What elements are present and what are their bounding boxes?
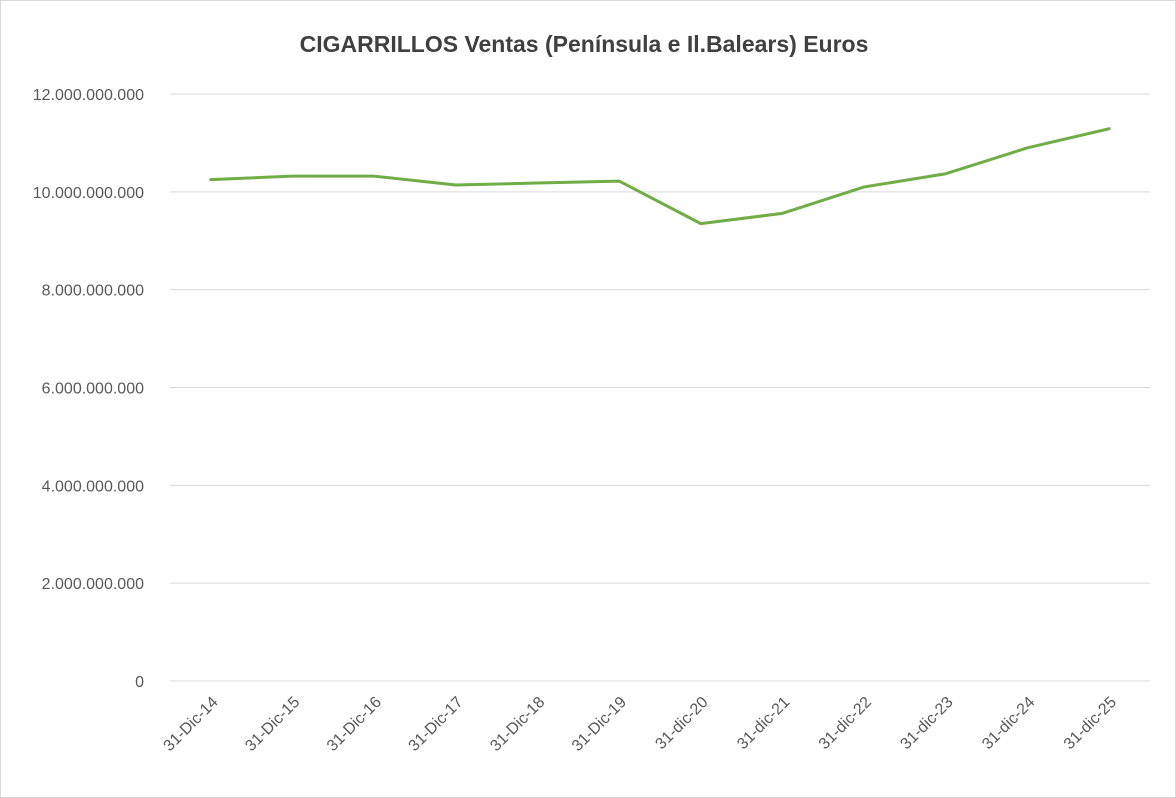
y-tick-label: 2.000.000.000 (42, 576, 144, 593)
data-line (209, 127, 1111, 226)
chart-title: CIGARRILLOS Ventas (Península e Il.Balea… (300, 31, 869, 57)
y-tick-label: 8.000.000.000 (42, 283, 144, 300)
y-tick-label: 4.000.000.000 (42, 478, 144, 495)
y-tick-label: 0 (135, 674, 144, 691)
y-tick-label: 10.000.000.000 (33, 185, 144, 202)
y-tick-label: 6.000.000.000 (42, 381, 144, 398)
y-tick-label: 12.000.000.000 (33, 87, 144, 104)
